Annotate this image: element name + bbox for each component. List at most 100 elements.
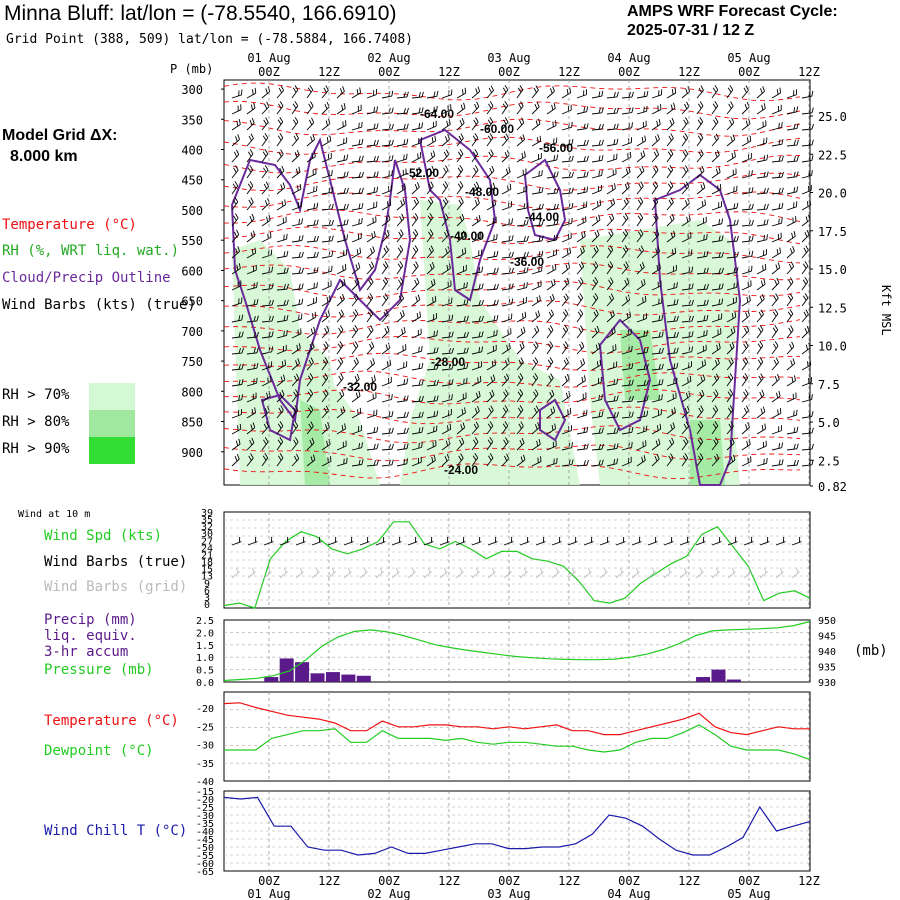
- wind-barb-flag: [447, 105, 449, 111]
- top-date-label: 05 Aug: [727, 51, 770, 65]
- wind-barb-flag: [519, 439, 523, 446]
- wind-barb: [366, 358, 376, 371]
- wind-barb: [336, 389, 345, 403]
- wind-barb: [336, 294, 345, 307]
- wind-barb-shaft: [351, 345, 359, 355]
- wind-barb-flag: [292, 87, 297, 93]
- wind-barb-flag: [270, 232, 272, 238]
- wind-barb-flag: [477, 233, 479, 239]
- wind-barb-flag: [464, 87, 467, 94]
- wind-barb-shaft: [246, 218, 255, 227]
- wind-barb-flag: [339, 391, 343, 398]
- wind-barb-flag: [465, 392, 467, 398]
- wind-barb-flag: [343, 235, 346, 241]
- wind-barb: [426, 90, 439, 99]
- wind-barb-flag: [278, 87, 283, 93]
- wind-barb-flag: [337, 359, 342, 365]
- wind-barb: [411, 441, 423, 451]
- wind-barb-flag: [476, 101, 480, 107]
- wind-barb: [291, 166, 301, 179]
- wind-barb-flag: [370, 261, 375, 267]
- wind-barb: [231, 394, 243, 403]
- wind-barb-flag: [331, 170, 333, 176]
- wind-barb: [276, 421, 284, 435]
- wind-barb-flag: [448, 315, 451, 321]
- wind-barb-shaft: [291, 318, 302, 323]
- wind-barb-flag: [445, 213, 449, 219]
- wind-barb: [291, 85, 299, 99]
- wind-barb-flag: [523, 203, 526, 209]
- bottom-time-tick-label: 12Z: [318, 874, 340, 888]
- wind-barb-flag: [403, 123, 406, 130]
- wind-barb-flag: [292, 407, 297, 413]
- legend-rh: RH (%, WRT liq. wat.): [2, 243, 180, 259]
- pressure-tick-label: 450: [181, 174, 203, 188]
- wind-barb-shaft: [306, 393, 314, 403]
- wind-barb-shaft: [381, 160, 392, 163]
- wind-barb-flag: [309, 389, 314, 395]
- wind-barb-shaft: [306, 362, 314, 371]
- wind-barb-shaft: [471, 288, 482, 291]
- wind-barb-flag: [256, 331, 259, 338]
- wind-barb: [336, 457, 348, 467]
- wind-barb-flag: [343, 458, 345, 465]
- wind-barb: [531, 152, 542, 163]
- wind-barb: [396, 91, 409, 99]
- wind-barb-shaft: [501, 223, 512, 227]
- wind-barb-flag: [519, 389, 524, 395]
- wind-barb: [501, 133, 509, 147]
- wind-barb-shaft: [456, 457, 464, 467]
- wind-barb-flag: [373, 106, 376, 113]
- wind-barb-flag: [473, 439, 477, 445]
- wind-barb: [306, 267, 319, 275]
- wind-barb-shaft: [501, 425, 509, 435]
- wind-barb-shaft: [546, 108, 556, 115]
- wind-barb: [291, 328, 302, 339]
- wind-barb-flag: [421, 345, 423, 352]
- wind-barb: [486, 453, 494, 467]
- wind-barb-shaft: [306, 442, 315, 451]
- wind-barb-shaft: [336, 142, 347, 147]
- wind-barb-flag: [397, 247, 402, 253]
- precip-tick-label: 2.0: [196, 628, 214, 639]
- wind-barb: [246, 230, 256, 243]
- top-time-tick-label: 00Z: [738, 65, 760, 79]
- wind-barb: [411, 182, 420, 195]
- wind-barb-shaft: [396, 112, 408, 115]
- pressure-tick-label: 650: [181, 295, 203, 309]
- wind-barb-shaft: [366, 363, 375, 371]
- wind-barb: [486, 329, 498, 339]
- wind-barb-flag: [256, 347, 259, 353]
- wind-barb-shaft: [231, 169, 239, 179]
- top-time-tick-label: 00Z: [498, 65, 520, 79]
- wind-barb-flag: [358, 122, 360, 129]
- wind-barb: [516, 101, 524, 115]
- wind-barb-flag: [474, 437, 479, 443]
- wind-barb-flag: [263, 439, 267, 445]
- wind-barb-flag: [241, 363, 244, 370]
- wind-barb-flag: [235, 248, 238, 254]
- wind-barb-flag: [357, 233, 359, 240]
- wind-barb-flag: [503, 119, 507, 125]
- wind-barb-shaft: [306, 346, 315, 355]
- wind-barb: [441, 280, 452, 291]
- wind-barb-shaft: [456, 367, 467, 371]
- wind-barb-shaft: [261, 410, 270, 419]
- wind-barb-flag: [286, 250, 289, 257]
- wind-barb-flag: [402, 169, 404, 176]
- wind-barb-flag: [342, 86, 345, 92]
- wind-barb-flag: [478, 250, 480, 256]
- wind-barb-flag: [358, 187, 361, 194]
- wind-barb: [486, 165, 495, 179]
- bottom-date-label: 03 Aug: [487, 887, 530, 900]
- wind-barb-flag: [296, 373, 300, 379]
- pressure-tick-label: 935: [818, 663, 836, 674]
- wind-barb: [486, 344, 497, 355]
- wind-barb-flag: [298, 166, 301, 173]
- wind-barb-flag: [277, 135, 282, 141]
- wind-barb-shaft: [321, 300, 331, 307]
- wind-barb: [396, 213, 405, 227]
- wind-barb-flag: [463, 230, 466, 237]
- wind-barb-flag: [451, 379, 454, 385]
